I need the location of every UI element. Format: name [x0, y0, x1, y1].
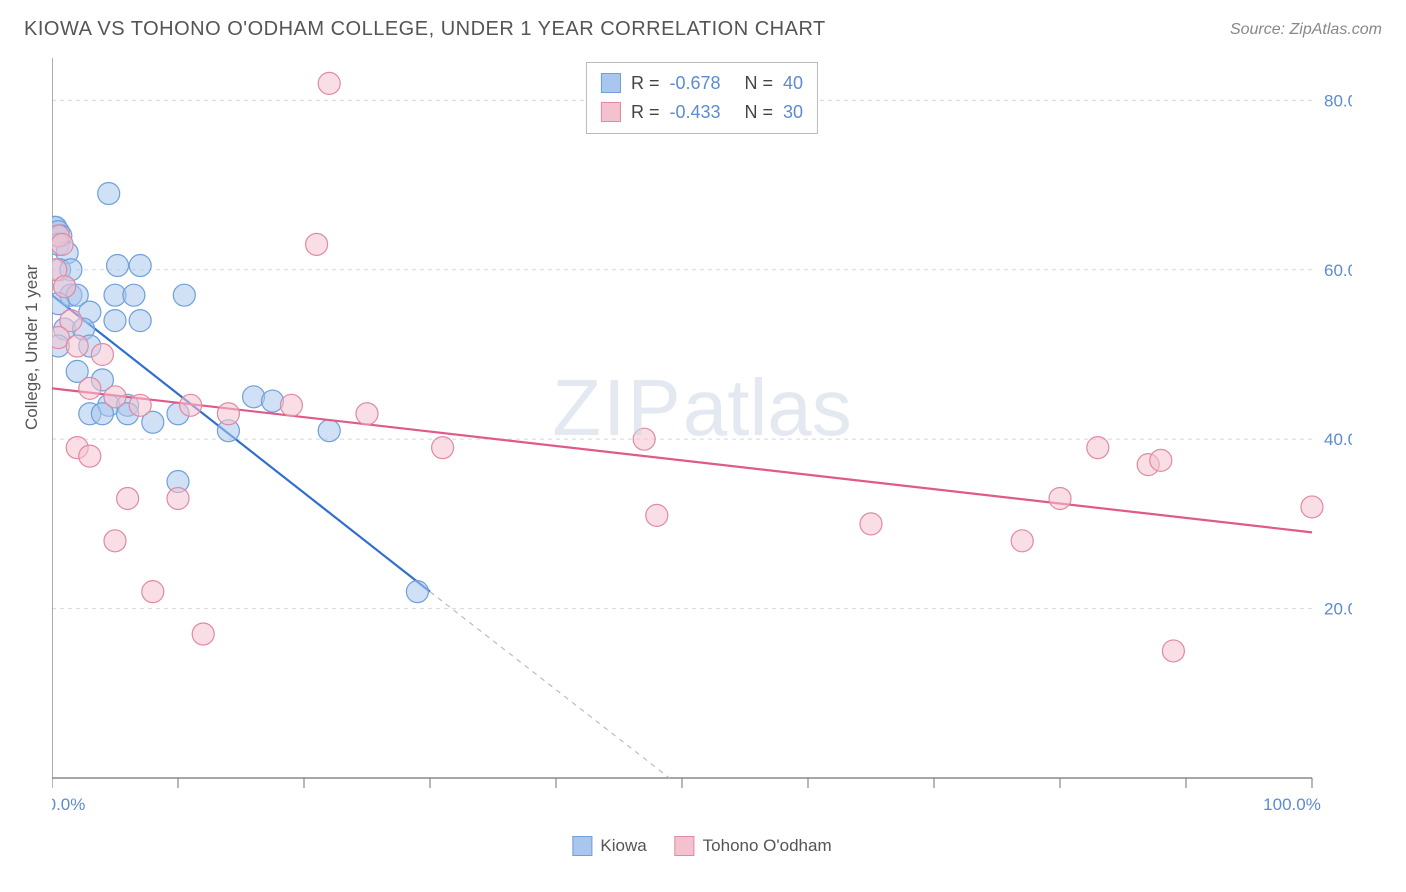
scatter-point [104, 310, 126, 332]
scatter-point [107, 255, 129, 277]
chart-area: 20.0%40.0%60.0%80.0%0.0%100.0% ZIPatlas … [52, 58, 1352, 818]
scatter-point [117, 487, 139, 509]
legend-series-item: Tohono O'odham [675, 836, 832, 856]
trend-line-extension [430, 592, 669, 778]
scatter-point [79, 445, 101, 467]
r-value: -0.433 [669, 98, 720, 127]
scatter-point [173, 284, 195, 306]
scatter-point [1049, 487, 1071, 509]
scatter-point [129, 394, 151, 416]
scatter-point [123, 284, 145, 306]
scatter-point [104, 530, 126, 552]
y-tick-label: 80.0% [1324, 91, 1352, 110]
scatter-point [52, 233, 73, 255]
scatter-point [142, 581, 164, 603]
legend-correlation-box: R = -0.678 N = 40 R = -0.433 N = 30 [586, 62, 818, 134]
scatter-point [318, 72, 340, 94]
legend-correlation-row: R = -0.433 N = 30 [601, 98, 803, 127]
r-label: R = [631, 98, 660, 127]
y-axis-label: College, Under 1 year [22, 265, 42, 430]
r-label: R = [631, 69, 660, 98]
y-tick-label: 20.0% [1324, 600, 1352, 619]
scatter-point [54, 276, 76, 298]
scatter-point [280, 394, 302, 416]
scatter-chart: 20.0% 40.0% 60.0% 80.0% 0.0% 100.0% [52, 58, 1352, 860]
chart-title: KIOWA VS TOHONO O'ODHAM COLLEGE, UNDER 1… [24, 18, 826, 41]
legend-series-label: Kiowa [600, 836, 646, 856]
source-label: Source: ZipAtlas.com [1230, 21, 1382, 39]
scatter-point [318, 420, 340, 442]
scatter-point [129, 310, 151, 332]
x-tick-label: 100.0% [1263, 795, 1321, 814]
scatter-point [860, 513, 882, 535]
legend-series-label: Tohono O'odham [703, 836, 832, 856]
scatter-point [262, 390, 284, 412]
y-tick-label: 40.0% [1324, 430, 1352, 449]
scatter-point [66, 335, 88, 357]
scatter-point [192, 623, 214, 645]
scatter-point [633, 428, 655, 450]
scatter-point [306, 233, 328, 255]
scatter-point [432, 437, 454, 459]
scatter-point [356, 403, 378, 425]
scatter-point [217, 403, 239, 425]
scatter-point [167, 487, 189, 509]
scatter-point [1087, 437, 1109, 459]
scatter-point [243, 386, 265, 408]
n-label: N = [745, 69, 774, 98]
r-value: -0.678 [669, 69, 720, 98]
scatter-point [104, 386, 126, 408]
legend-series: Kiowa Tohono O'odham [572, 836, 831, 856]
scatter-point [98, 183, 120, 205]
legend-correlation-row: R = -0.678 N = 40 [601, 69, 803, 98]
scatter-point [646, 504, 668, 526]
legend-swatch [601, 73, 621, 93]
scatter-point [91, 343, 113, 365]
legend-series-item: Kiowa [572, 836, 646, 856]
legend-swatch [601, 102, 621, 122]
trend-line [52, 388, 1312, 532]
scatter-point [1150, 449, 1172, 471]
scatter-point [129, 255, 151, 277]
scatter-point [1162, 640, 1184, 662]
n-value: 40 [783, 69, 803, 98]
scatter-point [79, 377, 101, 399]
x-tick-label: 0.0% [52, 795, 85, 814]
scatter-point [180, 394, 202, 416]
legend-swatch [572, 836, 592, 856]
legend-swatch [675, 836, 695, 856]
scatter-point [1011, 530, 1033, 552]
scatter-point [406, 581, 428, 603]
n-label: N = [745, 98, 774, 127]
n-value: 30 [783, 98, 803, 127]
scatter-point [1301, 496, 1323, 518]
y-tick-label: 60.0% [1324, 261, 1352, 280]
